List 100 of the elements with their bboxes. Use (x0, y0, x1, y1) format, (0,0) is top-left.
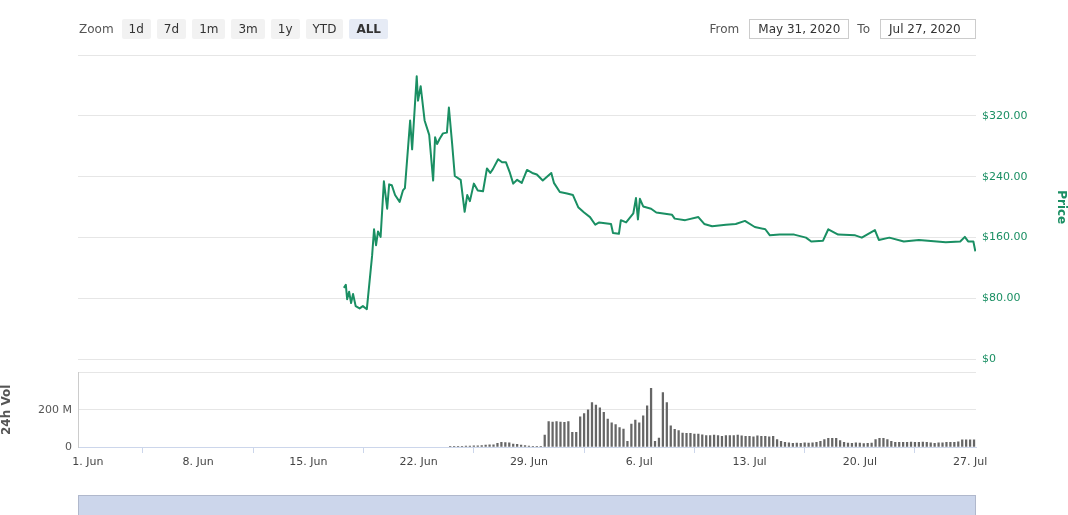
bar (878, 438, 881, 447)
bar (894, 442, 897, 447)
bar (673, 429, 676, 447)
bar (807, 442, 810, 447)
bar (902, 442, 905, 447)
bar (669, 425, 672, 447)
y-axis-title: 24h Vol (0, 384, 14, 436)
y-axis-title: Price (1054, 190, 1068, 225)
bar (945, 442, 948, 447)
bar (586, 409, 590, 447)
y-tick-label: $0 (982, 352, 996, 366)
bar (953, 442, 956, 447)
bar (972, 439, 976, 447)
bar (614, 424, 617, 447)
bar (819, 441, 822, 447)
bar (775, 439, 779, 447)
bar (716, 435, 720, 447)
bar (882, 438, 885, 447)
bar (709, 435, 712, 447)
bar (567, 421, 570, 447)
bar (905, 442, 909, 447)
bar (504, 442, 507, 447)
bar (496, 442, 499, 447)
text: 7d (156, 19, 187, 39)
bar (752, 436, 755, 447)
bar (744, 435, 747, 447)
x-tick-label: 29. Jun (509, 455, 549, 469)
bar (555, 421, 558, 447)
bar (811, 442, 814, 447)
bar (827, 438, 830, 447)
bar (547, 421, 550, 447)
bar (862, 443, 865, 447)
bar (949, 442, 952, 447)
bar (886, 439, 889, 447)
x-tick-label: 15. Jun (289, 455, 328, 469)
bar (638, 422, 641, 447)
bar (681, 432, 684, 447)
text: 1d (121, 19, 151, 39)
bar (516, 444, 519, 447)
x-tick-label: 6. Jul (625, 455, 653, 469)
bar (689, 433, 692, 447)
text: 1m (192, 19, 226, 39)
bar (783, 442, 787, 447)
bar (724, 435, 728, 447)
bar (779, 441, 783, 447)
bar (917, 442, 921, 447)
bar (874, 439, 877, 447)
bar (835, 438, 838, 447)
text: 3m (231, 19, 265, 39)
y-tick-label: $80.00 (982, 291, 1021, 305)
bar (630, 423, 633, 447)
bar (618, 427, 621, 447)
bar (677, 430, 680, 447)
bar (815, 442, 818, 447)
bar (898, 442, 901, 447)
bar (693, 433, 696, 447)
y-tick-label: 0 (65, 439, 72, 453)
bar (831, 438, 834, 447)
bar (488, 444, 491, 447)
bar (705, 435, 708, 447)
bar (500, 442, 503, 447)
x-tick-label: 20. Jul (842, 455, 877, 469)
bar (870, 442, 873, 447)
bar (492, 444, 495, 447)
bar (622, 428, 625, 447)
x-tick-label: 27. Jul (952, 455, 988, 469)
bar (732, 435, 735, 447)
text: 1y (270, 19, 300, 39)
bar (937, 442, 940, 447)
text: From (709, 22, 740, 36)
bar (760, 436, 763, 447)
text: ALL (349, 19, 389, 39)
y-tick-label: $160.00 (982, 230, 1028, 244)
bar (653, 441, 657, 447)
bar (772, 436, 775, 447)
text: YTD (305, 19, 344, 39)
bar (838, 440, 842, 447)
bar (957, 441, 960, 447)
bar (941, 442, 944, 447)
bar (748, 436, 751, 447)
text: Jul 27, 2020 (880, 19, 976, 39)
bar (756, 435, 759, 447)
bar (610, 422, 613, 447)
x-tick-label: 1. Jun (72, 455, 104, 469)
bar (642, 415, 645, 447)
bar (925, 442, 928, 447)
text: Zoom (79, 22, 114, 36)
bar (768, 436, 771, 447)
x-tick-label: 8. Jun (182, 455, 214, 469)
text: May 31, 2020 (749, 19, 850, 39)
bar (961, 439, 964, 447)
x-tick-label: 22. Jun (399, 455, 438, 469)
y-tick-label: $320.00 (982, 108, 1028, 122)
bar (965, 439, 968, 447)
bar (728, 435, 731, 447)
bar (764, 436, 767, 447)
bar (890, 441, 893, 447)
y-tick-label: 200 M (38, 402, 72, 416)
bar (551, 421, 554, 447)
bar (563, 422, 566, 447)
